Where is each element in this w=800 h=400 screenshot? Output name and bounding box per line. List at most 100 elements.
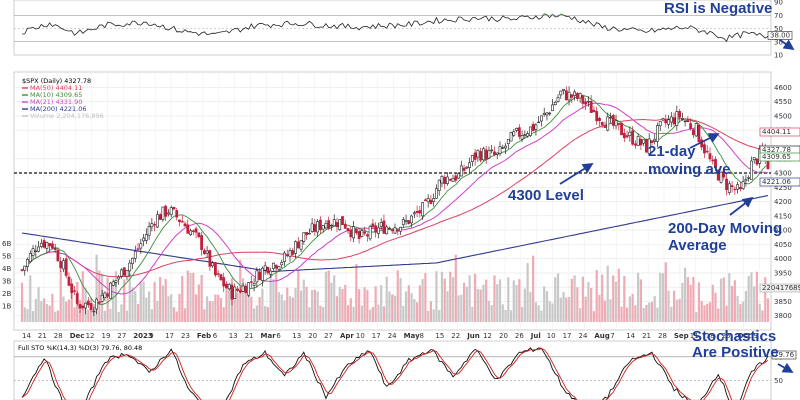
candle-body [515,127,518,131]
candle-body [647,138,651,155]
x-tick-label: 2023 [133,332,153,340]
price-tick-label: 3850 [774,298,792,306]
volume-bar [504,310,507,322]
x-tick-label: 24 [579,332,588,340]
candle-body [689,123,693,130]
candle-body [473,152,477,160]
volume-bar [363,287,366,322]
rsi-tick-label: 10 [774,52,783,60]
candle-body [401,219,405,225]
volume-bar [208,301,211,322]
candle-body [504,145,507,149]
candle-body [457,173,460,179]
x-tick-label: 17 [372,332,381,340]
candle-body [233,286,237,299]
volume-bar [51,293,54,322]
candle-body [62,260,65,270]
candle-body [238,290,242,293]
candle-body [89,302,93,310]
volume-bar [440,271,444,322]
x-tick-label: 24 [388,332,397,340]
volume-bar [327,270,330,322]
x-tick-label: Jul [530,332,541,340]
x-tick-label: 25 [722,332,731,340]
candle-body [377,227,380,234]
candle-body [368,226,372,240]
volume-bar [123,279,126,322]
annotation-arrows [559,39,795,373]
candle-body [697,124,701,143]
volume-bar [424,273,427,322]
legend-entry: Volume 2,204,176,896 [30,112,104,120]
candle-body [191,230,195,232]
volume-bar [67,299,71,322]
volume-bar [730,285,734,322]
volume-bar [631,293,634,322]
candle-body [50,243,54,249]
candle-body [506,138,510,144]
volume-bar [750,272,753,322]
volume-bar [518,279,521,322]
candle-body [669,116,673,123]
volume-bar [529,291,532,322]
candle-body [633,143,637,146]
candle-body [357,231,361,239]
volume-bar [186,270,189,322]
candle-body [421,202,425,217]
candle-body [465,166,469,169]
volume-bar [520,306,524,322]
candle-body [64,258,68,276]
price-tick-label: 4250 [774,184,792,192]
candle-body [321,225,325,230]
candle-body [675,111,679,127]
candle-body [354,229,358,234]
volume-bar [700,300,703,322]
stoch-k-line [21,347,769,400]
rsi-tick-label: 50 [774,25,783,33]
volume-bar [236,293,239,322]
volume-bar [335,296,339,322]
volume-bar [338,286,341,322]
x-tick-label: 9 [149,332,153,340]
x-tick-label: 27 [117,332,126,340]
volume-bar [625,307,629,322]
price-tick-label: 4150 [774,212,792,220]
x-tick-label: 17 [563,332,572,340]
candle-body [155,214,159,228]
candle-body [691,129,695,136]
candle-body [219,274,223,281]
candle-body [169,207,173,216]
volume-bar [258,297,261,322]
candle-body [617,123,621,125]
volume-bar [656,307,659,322]
x-tick-label: 6 [213,332,218,340]
volume-bar [462,282,466,322]
volume-bar [183,308,187,322]
volume-bar [648,302,651,322]
ma200-arrow [729,196,754,216]
x-tick-label: Apr [340,332,354,340]
candle-body [451,177,455,182]
volume-bar [131,287,134,322]
candle-body [719,171,723,183]
candle-body [316,221,320,233]
volume-bar [319,305,322,322]
x-tick-label: 9 [753,332,757,340]
volume-bar [404,291,408,322]
svg-text:4309.65: 4309.65 [762,153,791,161]
annotation-21day: 21-day [648,143,696,160]
volume-bar [479,289,482,322]
stoch-d-line [21,348,769,400]
volume-bar [241,278,245,322]
price-tag: 4404.11 [759,127,800,137]
candle-body [158,214,162,220]
volume-bar [432,309,435,322]
volume-bar [487,300,491,322]
candle-body [343,223,347,229]
candle-body [136,248,140,250]
candle-body [172,207,176,210]
candle-body [255,270,259,283]
candle-body [95,298,99,310]
volume-bar [139,282,142,322]
